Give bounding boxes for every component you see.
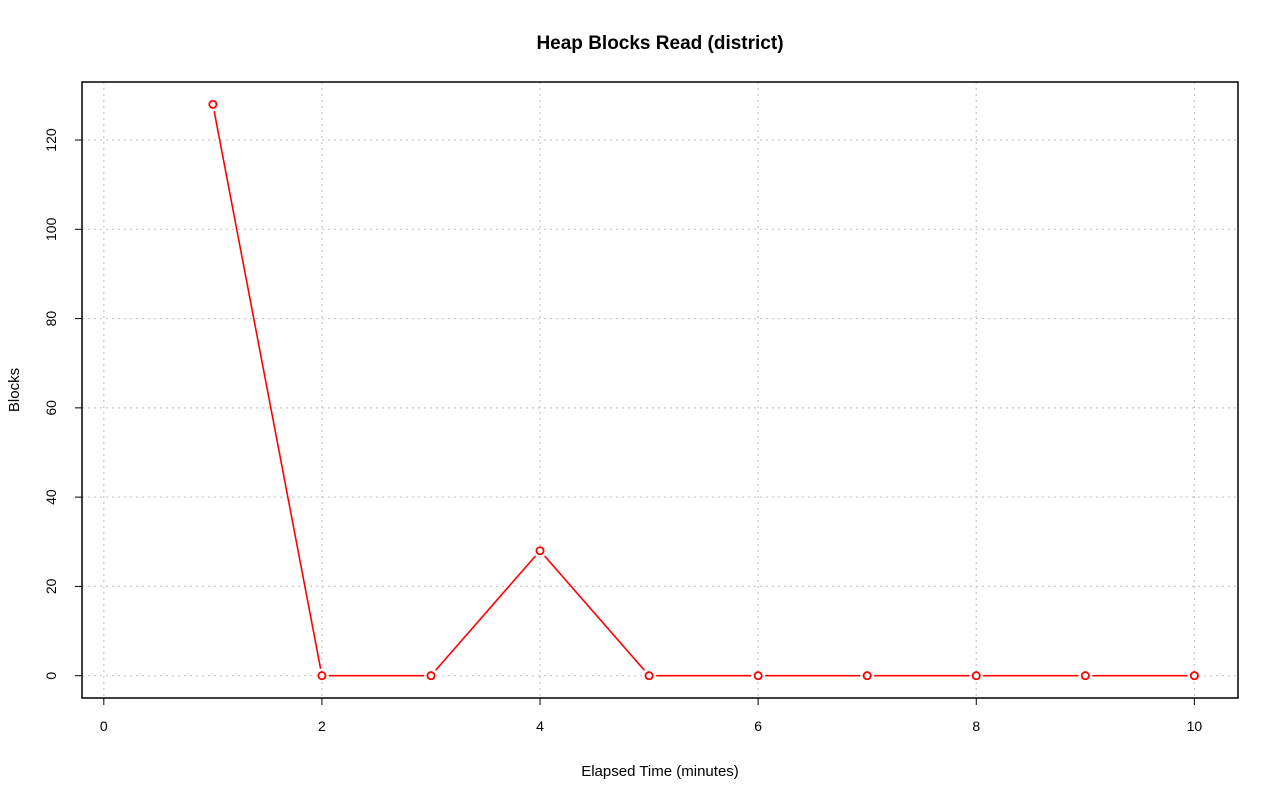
series-line-segment (434, 555, 537, 671)
y-tick-label: 80 (43, 311, 59, 327)
x-axis: 0 2 4 6 8 10 (100, 697, 1203, 734)
y-tick-label: 100 (43, 217, 59, 241)
data-point (208, 99, 218, 109)
chart-title: Heap Blocks Read (district) (536, 33, 783, 54)
y-axis: 0 20 40 60 80 100 120 (43, 128, 82, 680)
data-point (862, 671, 872, 681)
y-tick-label: 60 (43, 400, 59, 416)
grid-lines (82, 82, 1238, 698)
series-layer (208, 99, 1199, 681)
y-tick-label: 120 (43, 128, 59, 152)
series-line-segment (213, 111, 322, 669)
data-point (535, 546, 545, 556)
plot-frame (81, 81, 1239, 699)
x-tick-label: 6 (754, 718, 762, 734)
x-tick-label: 4 (536, 718, 544, 734)
x-axis-label: Elapsed Time (minutes) (581, 763, 739, 780)
y-tick-label: 40 (43, 489, 59, 505)
data-point (971, 671, 981, 681)
data-point (1080, 671, 1090, 681)
y-tick-label: 0 (43, 672, 59, 680)
y-axis-label: Blocks (6, 368, 23, 412)
data-point (426, 671, 436, 681)
y-tick-label: 20 (43, 578, 59, 594)
x-tick-label: 10 (1187, 718, 1203, 734)
data-point (1189, 671, 1199, 681)
data-point (644, 671, 654, 681)
x-tick-label: 0 (100, 718, 108, 734)
series-line-segment (544, 555, 646, 671)
data-point (317, 671, 327, 681)
data-point (753, 671, 763, 681)
x-tick-label: 8 (972, 718, 980, 734)
x-tick-label: 2 (318, 718, 326, 734)
